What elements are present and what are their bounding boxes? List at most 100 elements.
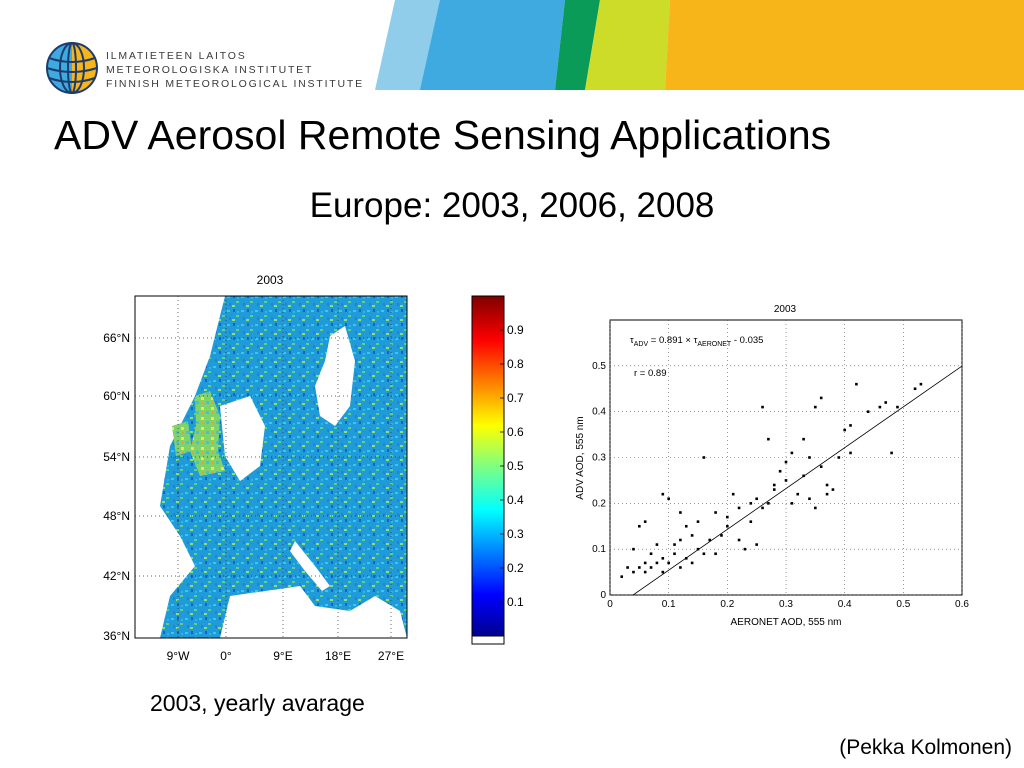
map-xtick-2: 9°E (273, 649, 292, 663)
map-xtick-3: 18°E (325, 649, 351, 663)
scatter-point (643, 561, 647, 565)
scatter-point (726, 524, 729, 528)
scatter-point (684, 557, 688, 560)
scatter-point (643, 520, 647, 523)
scatter-point (626, 566, 629, 569)
scatter-point (696, 520, 700, 523)
scatter-point (714, 511, 717, 514)
scatter-point (855, 382, 858, 386)
scatter-point (819, 465, 823, 468)
colorbar-tick-label: 0.3 (507, 527, 524, 541)
scatter-point (632, 547, 635, 551)
scatter-xtick: 0.3 (779, 599, 793, 610)
scatter-point (767, 502, 770, 505)
scatter-point (896, 405, 899, 409)
scatter-xtick: 0.4 (838, 599, 852, 610)
map-ytick-4: 42°N (103, 569, 130, 583)
scatter-point (755, 543, 758, 546)
colorbar-tick-label: 0.4 (507, 493, 524, 507)
scatter-point (790, 451, 794, 455)
scatter-point (761, 405, 764, 409)
scatter-xtick: 0.2 (720, 599, 734, 610)
scatter-point (655, 543, 659, 546)
map-xtick-1: 0° (220, 649, 232, 663)
scatter-xtick: 0.1 (662, 599, 676, 610)
scatter-xtick: 0.6 (955, 599, 969, 610)
scatter-point (720, 534, 723, 537)
scatter-point (831, 488, 835, 491)
scatter-point (849, 451, 852, 455)
scatter-point (749, 502, 753, 505)
fmi-globe-logo-icon (46, 42, 98, 94)
scatter-point (825, 483, 829, 487)
scatter-point (749, 520, 753, 523)
banner-stripe-orange (665, 0, 1024, 90)
scatter-xtick: 0 (607, 599, 613, 610)
scatter-point (772, 483, 776, 487)
scatter-point (714, 552, 717, 556)
scatter-point (737, 506, 741, 510)
scatter-point (784, 479, 788, 482)
author-credit: (Pekka Kolmonen) (839, 736, 1012, 759)
scatter-point (696, 547, 700, 551)
scatter-point (679, 538, 682, 542)
scatter-point (649, 552, 653, 556)
scatter-point (784, 460, 788, 464)
institute-name-swedish: METEOROLOGISKA INSTITUTET (106, 64, 314, 76)
scatter-point (755, 497, 758, 501)
scatter-point (802, 437, 805, 441)
scatter-point (814, 506, 817, 510)
scatter-point (790, 502, 794, 505)
scatter-point (814, 405, 817, 409)
map-title: 2003 (257, 273, 284, 287)
colorbar-tick-label: 0.9 (507, 323, 524, 337)
scatter-point (667, 561, 670, 565)
fit-equation: τADV = 0.891 × τAERONET - 0.035 (630, 335, 763, 348)
scatter-ytick: 0 (600, 590, 606, 601)
scatter-point (708, 538, 712, 542)
mediterranean-mask (220, 586, 407, 638)
scatter-point (772, 488, 776, 491)
north-sea-mask (220, 396, 265, 481)
scatter-point (778, 469, 782, 473)
scatter-point (919, 382, 923, 386)
scatter-point (638, 566, 641, 569)
scatter-title: 2003 (774, 304, 797, 315)
scatter-point (808, 497, 811, 501)
ireland-hotspot (172, 421, 192, 456)
map-ytick-2: 54°N (103, 450, 130, 464)
scatter-point (726, 515, 729, 519)
scatter-ytick: 0.5 (592, 361, 606, 372)
colorbar-tick-label: 0.8 (507, 357, 524, 371)
scatter-xlabel: AERONET AOD, 555 nm (731, 617, 842, 628)
scatter-point (843, 428, 846, 432)
map-xtick-0: 9°W (167, 649, 190, 663)
scatter-point (837, 456, 841, 459)
scatter-point (679, 511, 682, 514)
scatter-point (655, 561, 659, 565)
scatter-point (702, 456, 706, 459)
colorbar-tick-label: 0.5 (507, 459, 524, 473)
colorbar-tick-label: 0.7 (507, 391, 524, 405)
adriatic-mask (290, 541, 330, 591)
scatter-xtick: 0.5 (896, 599, 910, 610)
scatter-point (849, 424, 852, 427)
scatter-point (808, 456, 811, 459)
banner-stripe-blue (420, 0, 565, 90)
scatter-point (731, 492, 735, 496)
scatter-point (743, 547, 747, 551)
scatter-point (679, 566, 682, 569)
scatter-point (620, 575, 624, 578)
scatter-point (819, 396, 823, 400)
scatter-point (767, 437, 770, 441)
institute-name-english: FINNISH METEOROLOGICAL INSTITUTE (106, 78, 364, 90)
scatter-point (796, 492, 800, 496)
correlation-label: r = 0.89 (634, 368, 666, 379)
scatter-point (866, 410, 870, 413)
colorbar-tick-label: 0.6 (507, 425, 524, 439)
map-ytick-3: 48°N (103, 509, 130, 523)
scatter-point (661, 492, 665, 496)
scatter-point (802, 474, 805, 478)
uk-hotspot (190, 391, 225, 476)
scatter-figure: 2003 0 0.1 0.2 0.3 0.4 0.5 0.6 0 0.1 0.2 0.3 0.4 0.5… (575, 304, 969, 628)
